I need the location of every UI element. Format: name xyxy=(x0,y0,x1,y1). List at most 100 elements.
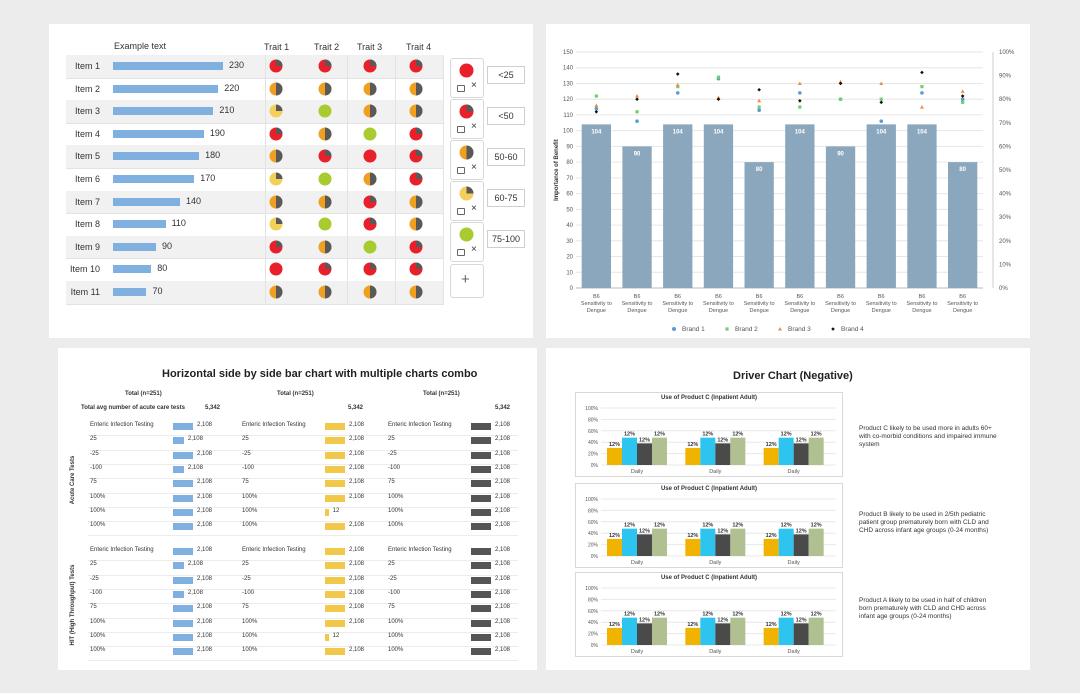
hbar-value: 2,108 xyxy=(197,647,213,654)
mini-chart-title: Use of Product C (Inpatient Adult) xyxy=(660,575,758,581)
edit-icon[interactable] xyxy=(457,167,465,174)
scatter-point-square xyxy=(798,105,802,109)
item-bar xyxy=(113,84,219,93)
driver-bar xyxy=(607,447,622,465)
row-divider xyxy=(88,463,518,465)
driver-bar xyxy=(700,528,716,556)
hbar xyxy=(173,437,184,445)
driver-bar xyxy=(637,443,652,465)
item-label: Item 8 xyxy=(74,219,100,230)
scatter-point-triangle xyxy=(838,79,843,84)
hbar-value: 2,108 xyxy=(349,575,365,582)
hbar-value: 2,108 xyxy=(495,604,511,611)
row-divider xyxy=(88,588,518,590)
driver-bar xyxy=(652,617,667,645)
scatter-point-diamond xyxy=(798,98,802,103)
row-label: 100% xyxy=(388,618,404,625)
x-tick-label: Daily xyxy=(709,649,721,655)
bar xyxy=(581,124,612,288)
total-header: Total (n=251) xyxy=(423,391,460,397)
scatter-point-triangle xyxy=(919,105,924,109)
scatter-point-square xyxy=(838,97,843,101)
bar-value-label: 104 xyxy=(673,129,684,135)
legend-control-card[interactable]: × xyxy=(450,58,484,98)
hbar xyxy=(173,562,184,570)
scatter-point-square xyxy=(879,97,883,101)
scatter-point-diamond xyxy=(879,100,884,105)
row-label: 100% xyxy=(388,522,404,529)
bar xyxy=(907,124,937,288)
legend-control-card[interactable]: × xyxy=(450,181,484,221)
edit-icon[interactable] xyxy=(457,85,465,92)
row-label: 25 xyxy=(388,436,395,443)
hbar-value: 2,108 xyxy=(197,493,213,500)
y-tick-label: 20% xyxy=(588,632,599,638)
edit-icon[interactable] xyxy=(457,208,465,215)
close-icon[interactable]: × xyxy=(471,80,477,91)
item-label: Item 2 xyxy=(74,83,100,94)
row-label: Enteric Infection Testing xyxy=(90,422,154,428)
trait-pie-icon xyxy=(409,149,423,163)
hbar xyxy=(325,508,329,516)
y2-tick-label: 40% xyxy=(999,192,1012,198)
trait-pie-icon xyxy=(363,195,377,209)
bar-value-label: 80 xyxy=(959,167,966,173)
trait-pie-icon xyxy=(409,172,423,186)
y-tick-label: 40% xyxy=(588,531,599,537)
legend-control-card[interactable]: × xyxy=(450,140,484,180)
mini-chart-title: Use of Product C (Inpatient Adult) xyxy=(660,486,758,492)
x-tick-label-line2: Sensitivity to xyxy=(947,301,978,307)
hbar xyxy=(173,423,193,430)
item-value: 80 xyxy=(157,263,168,274)
edit-icon[interactable] xyxy=(457,249,465,256)
hbar-value: 2,108 xyxy=(495,589,511,596)
hbar xyxy=(471,508,491,516)
x-tick-label-line3: Dengue xyxy=(831,308,850,314)
driver-bar-label: 12% xyxy=(624,612,635,618)
close-icon[interactable]: × xyxy=(471,121,477,132)
legend-control-card[interactable]: × xyxy=(450,222,484,262)
close-icon[interactable]: × xyxy=(471,244,477,255)
y-tick-label: 40% xyxy=(588,620,599,626)
trait-header-3: Trait 3 xyxy=(357,42,383,52)
driver-bar xyxy=(730,528,746,556)
driver-note-3: Product A likely to be used in half of c… xyxy=(859,597,987,620)
trait-pie-icon xyxy=(363,262,377,276)
x-tick-label-line1: B6 xyxy=(674,294,681,300)
hbar xyxy=(173,548,193,555)
y-tick-label: 80% xyxy=(588,508,599,514)
y-tick-label: 20 xyxy=(566,255,573,261)
x-tick-label-line3: Dengue xyxy=(587,308,606,314)
row-label: 25 xyxy=(242,436,249,443)
hbar-value: 2,108 xyxy=(187,436,203,443)
hbar xyxy=(173,576,193,584)
driver-bar xyxy=(763,538,779,556)
row-divider xyxy=(88,603,518,605)
driver-bar-label: 12% xyxy=(811,523,822,529)
hbar-value: 2,108 xyxy=(349,618,365,625)
driver-mini-chart: Use of Product C (Inpatient Adult) 0% 20% 4… xyxy=(575,483,843,568)
row-label: 100% xyxy=(242,507,258,514)
x-tick-label-line2: Sensitivity to xyxy=(866,301,897,307)
x-tick-label-line2: Sensitivity to xyxy=(744,301,775,307)
close-icon[interactable]: × xyxy=(471,203,477,214)
range-label: 75-100 xyxy=(487,230,525,248)
row-label: 100% xyxy=(90,507,106,514)
edit-icon[interactable] xyxy=(457,126,465,133)
x-tick-label-line1: B6 xyxy=(715,294,722,300)
legend-control-card[interactable]: × xyxy=(450,99,484,139)
hbar-value: 2,108 xyxy=(495,647,511,654)
row-divider xyxy=(88,646,518,648)
hbar-value: 2,108 xyxy=(349,422,365,428)
scatter-point-diamond xyxy=(675,72,680,76)
driver-bar-label: 12% xyxy=(609,622,620,628)
close-icon[interactable]: × xyxy=(471,162,477,173)
trait-pie-icon xyxy=(409,59,423,73)
add-range-button[interactable]: + xyxy=(450,264,484,298)
legend-pie-icon xyxy=(459,63,474,78)
hbar-value: 2,108 xyxy=(197,522,213,529)
scatter-point-triangle xyxy=(879,81,884,85)
scatter-point-triangle xyxy=(716,95,721,100)
driver-bar xyxy=(700,437,716,465)
panel-horizontal-bars xyxy=(58,348,537,670)
